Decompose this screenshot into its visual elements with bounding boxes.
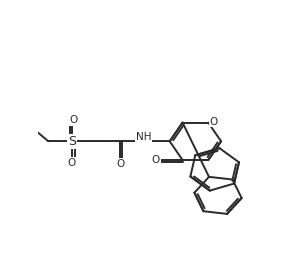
Text: O: O	[69, 115, 77, 125]
Text: O: O	[68, 158, 76, 168]
Text: NH: NH	[136, 132, 151, 142]
Text: O: O	[152, 155, 160, 165]
Text: O: O	[117, 159, 125, 169]
Text: O: O	[209, 116, 218, 127]
Text: S: S	[68, 135, 76, 148]
